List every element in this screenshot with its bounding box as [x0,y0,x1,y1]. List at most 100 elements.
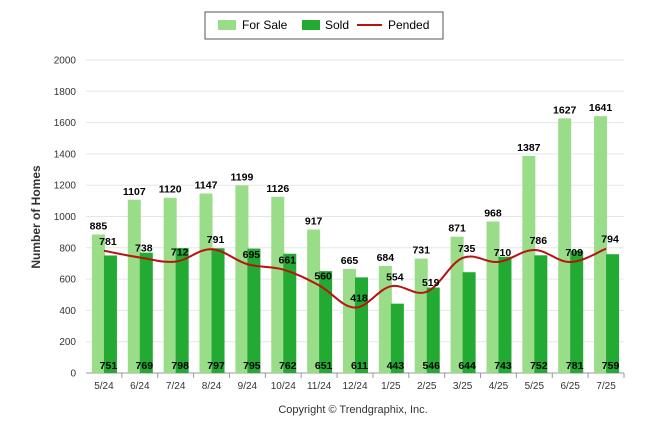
legend-label-sold: Sold [325,18,349,32]
x-tick-label: 2/25 [417,381,437,392]
x-tick-label: 7/24 [166,381,186,392]
bar-for-sale [558,118,572,373]
x-tick-label: 3/25 [453,381,473,392]
y-tick-label: 1400 [54,149,77,160]
y-axis-ticks: 0 200 400 600 800 1000 1200 1400 1600 1800 2000 [54,56,77,380]
data-label-sold: 762 [279,360,297,372]
x-tick-label: 1/25 [381,381,401,392]
bar-sold [570,250,584,373]
y-tick-label: 0 [70,369,76,380]
legend-swatch-for-sale [218,20,236,30]
y-tick-label: 600 [59,275,76,286]
data-label-sold: 751 [100,360,118,372]
data-label-pended: 786 [530,235,548,247]
copyright-text: Copyright © Trendgraphix, Inc. [278,404,427,416]
data-label-pended: 661 [279,255,297,267]
data-label-for-sale: 871 [448,223,466,235]
data-label-for-sale: 917 [305,215,323,227]
x-axis-ticks: 5/24 6/24 7/24 8/24 9/24 10/24 11/24 12/24 1/25 2… [94,373,625,392]
data-label-pended: 418 [350,293,368,305]
data-label-sold: 611 [351,360,368,372]
data-label-for-sale: 1387 [517,142,541,154]
data-label-pended: 709 [565,247,583,259]
bar-sold [462,272,476,373]
bar-sold [247,248,261,373]
data-label-for-sale: 1147 [195,179,218,191]
y-tick-label: 800 [59,243,76,254]
data-label-pended: 781 [99,236,117,248]
bar-for-sale [414,258,428,373]
data-label-pended: 735 [458,243,476,255]
legend-label-for-sale: For Sale [242,18,288,32]
data-label-sold: 752 [530,360,548,372]
y-tick-label: 1200 [54,181,77,192]
pended-line-path [103,247,607,309]
y-tick-label: 200 [59,337,76,348]
bar-sold [534,255,548,373]
bar-for-sale [594,116,608,373]
bar-for-sale [450,236,464,373]
data-label-pended: 710 [494,247,512,259]
data-label-for-sale: 684 [377,252,395,264]
y-tick-label: 2000 [54,56,77,67]
data-label-for-sale: 1107 [123,186,146,198]
data-label-sold: 546 [422,360,440,372]
bar-sold [606,254,620,373]
data-label-for-sale: 1641 [589,102,613,114]
data-label-sold: 644 [458,360,476,372]
bar-for-sale [271,196,285,373]
bar-for-sale [91,234,105,373]
y-tick-label: 1800 [54,87,77,98]
data-label-sold: 759 [602,360,620,372]
x-tick-label: 6/25 [560,381,580,392]
data-label-for-sale: 968 [484,208,502,220]
data-label-sold: 443 [387,360,405,372]
bar-for-sale [235,185,249,373]
bars [91,116,620,373]
bar-for-sale [127,199,141,373]
bar-for-sale [378,265,392,373]
bar-for-sale [343,268,356,373]
data-label-for-sale: 1120 [159,184,182,196]
bar-sold [139,252,153,373]
x-tick-label: 10/24 [271,381,296,392]
bar-sold [355,277,368,373]
y-tick-label: 400 [59,306,76,317]
x-tick-label: 5/24 [94,381,114,392]
data-label-sold: 769 [136,360,154,372]
y-tick-label: 1600 [54,118,77,129]
data-label-sold: 743 [494,360,512,372]
data-label-for-sale: 885 [90,220,108,232]
data-label-pended: 712 [171,247,189,259]
x-tick-label: 5/25 [525,381,545,392]
bar-sold [390,303,404,373]
x-tick-label: 7/25 [596,381,616,392]
x-tick-label: 8/24 [202,381,222,392]
data-label-pended: 791 [207,234,225,246]
data-label-pended: 695 [243,249,261,261]
legend-swatch-sold [302,20,320,30]
bar-sold [103,255,117,373]
bar-sold [211,248,225,373]
x-tick-label: 9/24 [238,381,258,392]
data-label-sold: 781 [566,360,584,372]
bar-sold [498,256,512,373]
data-label-sold: 651 [315,360,333,372]
data-label-sold: 795 [243,360,261,372]
legend-box [204,11,444,40]
data-label-pended: 554 [386,271,404,283]
bar-for-sale [522,155,536,373]
data-label-for-sale: 731 [412,245,430,257]
data-label-for-sale: 1199 [231,171,254,183]
x-tick-label: 6/24 [130,381,150,392]
bar-sold [426,287,440,373]
y-axis-label: Number of Homes [29,165,43,269]
data-label-pended: 519 [422,277,440,289]
y-tick-label: 1000 [54,212,77,223]
x-tick-label: 11/24 [307,381,332,392]
data-label-pended: 794 [601,234,619,246]
bar-sold [283,253,297,373]
x-tick-label: 12/24 [342,381,367,392]
bar-for-sale [199,193,213,373]
